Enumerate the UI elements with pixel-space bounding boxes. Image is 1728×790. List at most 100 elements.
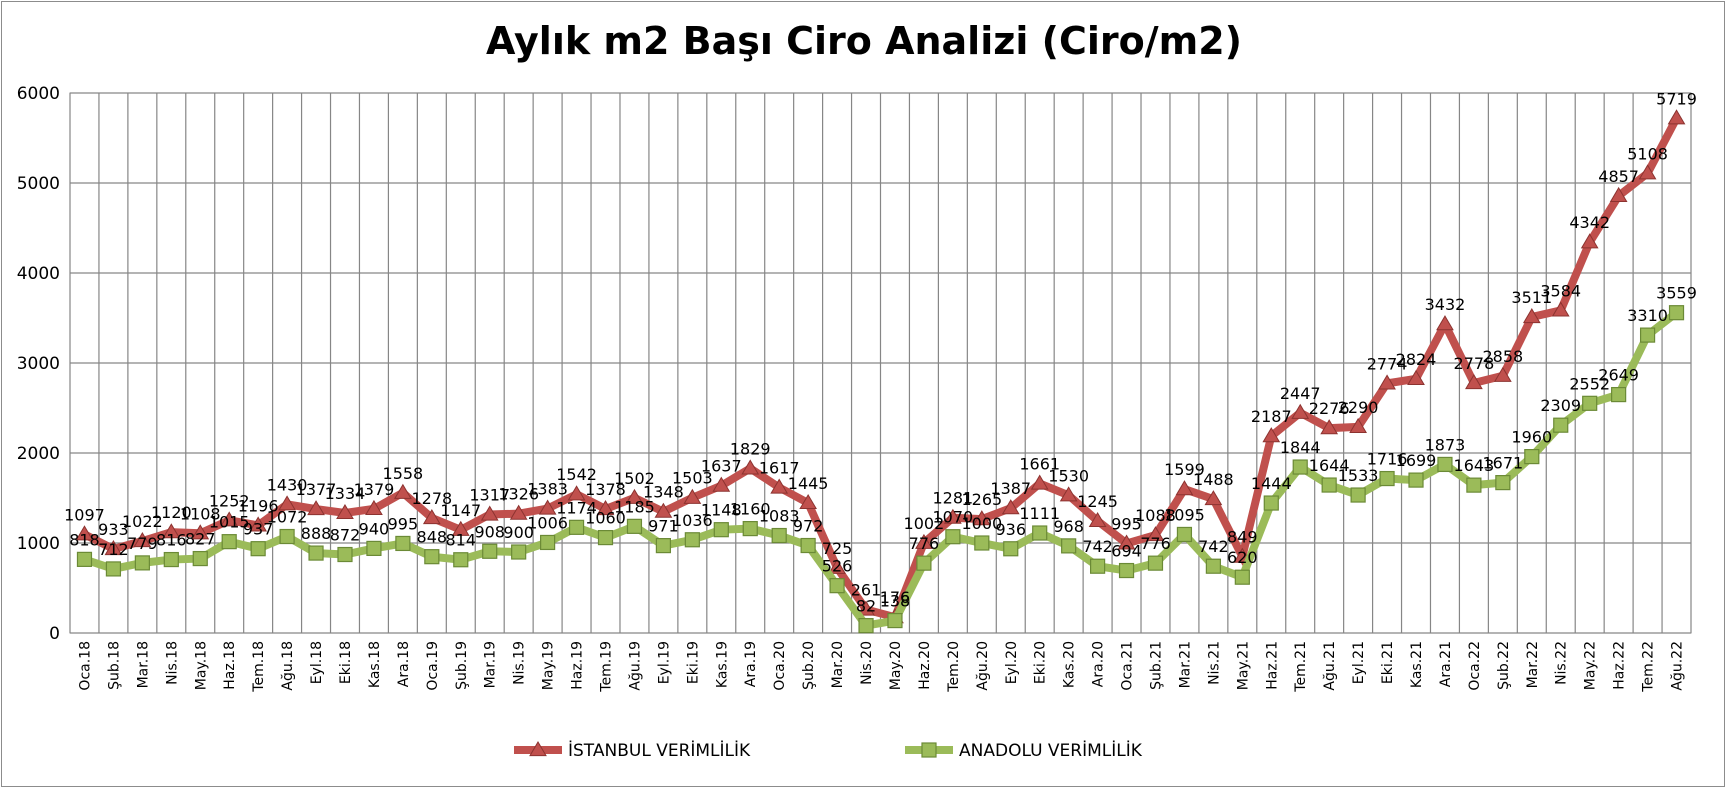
x-tick-label: Kas.18: [367, 641, 383, 688]
data-label: 1002: [904, 514, 945, 533]
x-tick-label: Şub.19: [454, 641, 470, 690]
data-label: 2858: [1482, 347, 1523, 366]
x-tick-label: Ağu.21: [1322, 641, 1338, 691]
data-label: 1644: [1309, 456, 1350, 475]
data-point: [162, 523, 181, 539]
data-label: 3559: [1656, 284, 1697, 303]
data-point: [1176, 526, 1193, 543]
x-tick-label: Haz.20: [917, 641, 933, 690]
x-tick-label: Nis.19: [512, 641, 528, 685]
data-point: [1524, 449, 1540, 465]
data-point: [683, 488, 702, 504]
data-point: [394, 483, 412, 499]
data-label: 138: [880, 592, 911, 611]
data-label: 776: [909, 534, 940, 553]
data-point: [133, 532, 152, 548]
data-label: 1111: [1019, 504, 1060, 523]
data-point: [365, 499, 383, 515]
y-tick-label: 2000: [17, 444, 60, 464]
data-label: 776: [1140, 534, 1171, 553]
x-tick-label: Nis.21: [1206, 641, 1222, 685]
data-label: 1387: [990, 479, 1031, 498]
data-point: [654, 502, 673, 518]
x-tick-label: Oca.21: [1120, 641, 1136, 691]
data-label: 1015: [209, 513, 250, 532]
data-label: 814: [446, 531, 477, 550]
data-point: [858, 618, 874, 634]
data-point: [1611, 386, 1627, 403]
data-label: 908: [474, 522, 505, 541]
data-label: 779: [127, 534, 158, 553]
x-tick-label: Şub.22: [1496, 641, 1512, 690]
data-point: [829, 578, 845, 594]
x-tick-label: Ağu.22: [1670, 641, 1686, 691]
data-point: [1580, 233, 1599, 249]
data-point: [134, 555, 150, 571]
data-label: 3584: [1540, 281, 1581, 300]
data-label: 1108: [180, 504, 221, 523]
data-label: 968: [1053, 517, 1084, 536]
data-label: 1095: [1164, 505, 1205, 524]
data-point: [278, 495, 296, 511]
data-point: [945, 529, 961, 545]
data-point: [1263, 495, 1279, 511]
x-tick-label: Eki.21: [1380, 641, 1396, 684]
data-point: [800, 537, 816, 554]
data-label: 816: [156, 531, 187, 550]
x-tick-label: Eki.20: [1033, 641, 1049, 684]
data-label: 972: [793, 517, 824, 536]
data-point: [192, 550, 208, 567]
data-label: 1147: [440, 501, 481, 520]
data-point: [422, 508, 441, 525]
legend: İSTANBUL VERİMLİLİK ANADOLU VERİMLİLİK: [514, 740, 1143, 761]
x-tick-label: Oca.19: [425, 641, 441, 691]
x-tick-label: Mar.22: [1525, 641, 1541, 688]
data-label: 1533: [1338, 466, 1379, 485]
data-point: [1030, 474, 1049, 490]
x-tick-label: Ara.19: [743, 641, 759, 687]
data-label: 742: [1198, 537, 1229, 556]
data-point: [596, 499, 615, 516]
x-tick-label: Nis.20: [859, 641, 875, 685]
data-label: 1174: [556, 498, 597, 517]
data-point: [1408, 472, 1424, 488]
data-label: 261: [851, 581, 882, 600]
data-point: [249, 516, 268, 532]
data-label: 933: [98, 520, 129, 539]
data-label: 1252: [209, 491, 250, 510]
data-point: [424, 549, 440, 565]
x-tick-label: Nis.18: [164, 641, 180, 685]
data-label: 971: [648, 517, 679, 536]
data-label: 2187: [1251, 407, 1292, 426]
data-point: [1088, 511, 1107, 528]
data-label: 2276: [1309, 399, 1350, 418]
data-point: [655, 538, 672, 554]
data-point: [712, 476, 731, 492]
data-point: [626, 518, 643, 534]
x-tick-label: May.21: [1235, 641, 1251, 690]
data-label: 1637: [701, 457, 742, 476]
data-point: [1321, 477, 1337, 493]
data-label: 1196: [238, 496, 279, 515]
data-point: [799, 493, 818, 510]
data-point: [480, 505, 499, 521]
data-point: [1059, 486, 1078, 502]
data-label: 725: [822, 539, 853, 558]
data-label: 176: [880, 588, 911, 607]
data-label: 1502: [614, 469, 655, 488]
x-tick-label: Ağu.18: [280, 641, 296, 691]
series-layer: [75, 109, 1686, 634]
data-point: [1522, 308, 1541, 324]
data-point: [625, 488, 644, 504]
data-point: [1118, 562, 1135, 579]
data-point: [1638, 164, 1657, 180]
data-label: 1661: [1019, 455, 1060, 474]
data-label: 1643: [1454, 456, 1495, 475]
data-label: 3432: [1425, 295, 1466, 314]
legend-label: İSTANBUL VERİMLİLİK: [568, 740, 751, 761]
x-tick-label: Haz.18: [222, 641, 238, 690]
data-point: [191, 524, 210, 540]
data-point: [741, 459, 760, 475]
data-label: 1444: [1251, 474, 1292, 493]
